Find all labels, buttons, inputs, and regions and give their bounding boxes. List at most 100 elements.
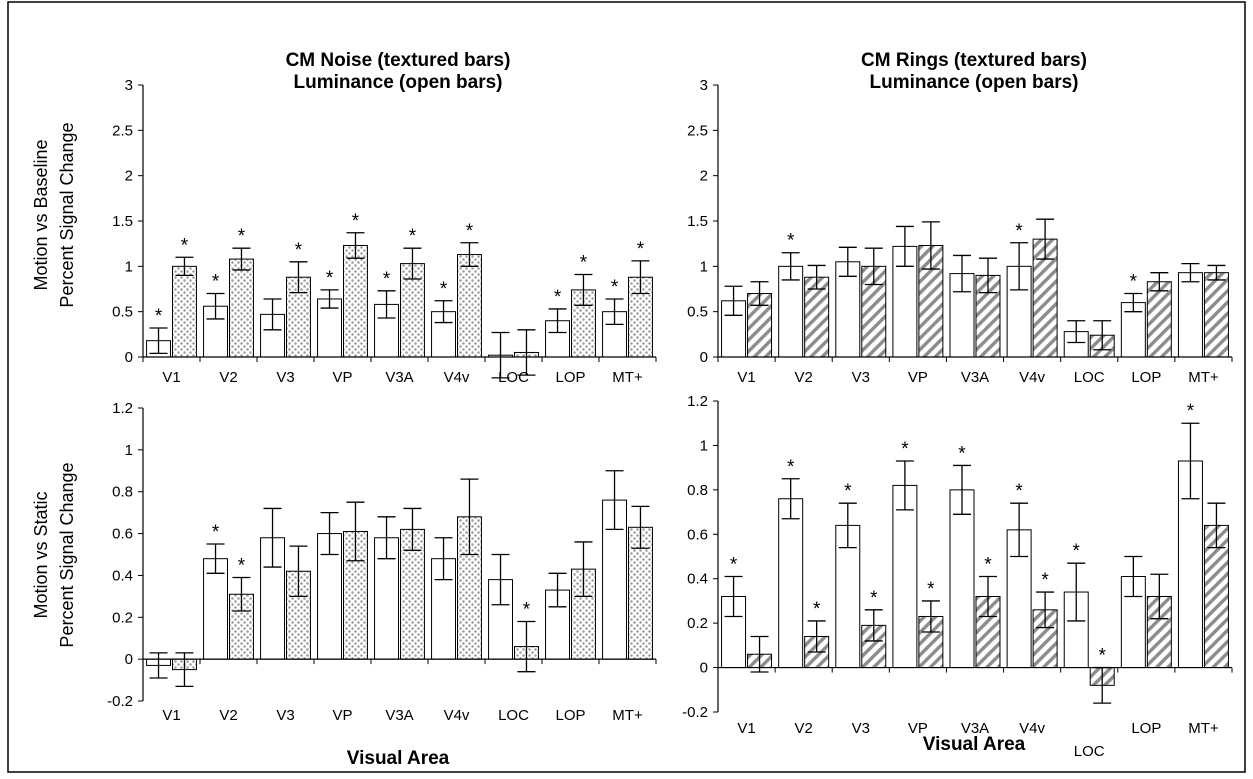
category-label: LOC <box>498 707 529 724</box>
y-tick-label: 0.2 <box>687 615 708 632</box>
significance-star: * <box>352 211 360 232</box>
category-label: VP <box>332 707 352 724</box>
category-label: VP <box>908 720 928 737</box>
significance-star: * <box>984 554 992 575</box>
y-tick-label: 0.4 <box>112 567 133 584</box>
significance-star: * <box>466 221 474 242</box>
significance-star: * <box>238 226 246 247</box>
y-tick-label: 0.8 <box>112 484 133 501</box>
significance-star: * <box>155 306 163 327</box>
significance-star: * <box>637 239 645 260</box>
category-label: V3A <box>961 369 989 386</box>
category-label: V3 <box>852 369 870 386</box>
category-label: V4v <box>1019 369 1045 386</box>
significance-star: * <box>440 279 448 300</box>
significance-star: * <box>1073 541 1081 562</box>
y-tick-label: 0 <box>700 660 708 677</box>
category-label: VP <box>908 369 928 386</box>
y-tick-label: 0 <box>700 349 708 366</box>
y-tick-label: 2 <box>125 168 133 185</box>
significance-star: * <box>730 554 738 575</box>
significance-star: * <box>844 481 852 502</box>
y-tick-label: 2.5 <box>687 122 708 139</box>
category-label: LOP <box>1131 720 1161 737</box>
significance-star: * <box>787 231 795 252</box>
y-tick-label: 0.2 <box>112 609 133 626</box>
significance-star: * <box>580 252 588 273</box>
category-label: V2 <box>219 369 237 386</box>
category-label: MT+ <box>612 369 643 386</box>
y-tick-label: 1.2 <box>112 400 133 417</box>
significance-star: * <box>1015 481 1023 502</box>
y-tick-label: 2.5 <box>112 122 133 139</box>
y-tick-label: 0.4 <box>687 571 708 588</box>
category-label: MT+ <box>1188 369 1219 386</box>
bar-open <box>1177 272 1203 358</box>
y-tick-label: 1 <box>125 442 133 459</box>
significance-star: * <box>212 522 220 543</box>
y-tick-label: 3 <box>125 77 133 94</box>
chart-title: Luminance (open bars) <box>293 72 502 93</box>
bar-open <box>892 484 918 669</box>
significance-star: * <box>1187 401 1195 422</box>
y-tick-label: 0 <box>125 651 133 668</box>
significance-star: * <box>295 240 303 261</box>
bar-dots <box>343 244 368 358</box>
category-label: LOP <box>555 369 585 386</box>
category-label: V1 <box>162 369 180 386</box>
category-label: V1 <box>737 369 755 386</box>
significance-star: * <box>326 268 334 289</box>
significance-star: * <box>554 287 562 308</box>
bar-dots <box>229 258 254 358</box>
category-label: V2 <box>794 720 812 737</box>
y-axis-label: Motion vs Static <box>31 491 51 618</box>
x-axis-title: Visual Area <box>347 748 450 769</box>
category-label: MT+ <box>1188 720 1219 737</box>
y-tick-label: 0.8 <box>687 482 708 499</box>
category-label: LOC <box>1074 369 1105 386</box>
y-axis-label: Percent Signal Change <box>57 462 77 647</box>
y-tick-label: 0.5 <box>112 304 133 321</box>
bar-dots <box>457 254 482 358</box>
y-axis-label: Motion vs Baseline <box>31 139 51 290</box>
bar-dots <box>172 265 197 358</box>
chart-title: Luminance (open bars) <box>869 72 1078 93</box>
y-tick-label: 0 <box>125 349 133 366</box>
chart-title: CM Noise (textured bars) <box>286 50 511 71</box>
y-tick-label: 0.6 <box>112 526 133 543</box>
significance-star: * <box>1130 272 1138 293</box>
bar-open <box>778 498 804 669</box>
significance-star: * <box>409 226 417 247</box>
significance-star: * <box>901 439 909 460</box>
chart-title: CM Rings (textured bars) <box>861 50 1087 71</box>
y-tick-label: 1 <box>125 258 133 275</box>
y-tick-label: 1.2 <box>687 393 708 410</box>
significance-star: * <box>787 457 795 478</box>
y-tick-label: 1.5 <box>112 213 133 230</box>
significance-star: * <box>238 556 246 577</box>
y-tick-label: -0.2 <box>107 693 133 710</box>
category-label: V4v <box>444 369 470 386</box>
significance-star: * <box>870 588 878 609</box>
y-axis-label: Percent Signal Change <box>57 122 77 307</box>
y-tick-label: 0.6 <box>687 526 708 543</box>
y-tick-label: 1.5 <box>687 213 708 230</box>
category-label: LOP <box>555 707 585 724</box>
bar-open <box>949 489 975 669</box>
significance-star: * <box>523 599 531 620</box>
category-label: V3 <box>852 720 870 737</box>
category-label: V3A <box>385 707 413 724</box>
category-label: LOC <box>1074 743 1105 760</box>
category-label: V1 <box>737 720 755 737</box>
category-label: V1 <box>162 707 180 724</box>
category-label: V3 <box>276 707 294 724</box>
significance-star: * <box>181 235 189 256</box>
category-label: V3 <box>276 369 294 386</box>
x-axis-title: Visual Area <box>923 734 1026 755</box>
significance-star: * <box>1015 221 1023 242</box>
category-label: V2 <box>794 369 812 386</box>
significance-star: * <box>1099 646 1107 667</box>
category-label: V2 <box>219 707 237 724</box>
